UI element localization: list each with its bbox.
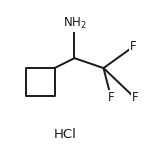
- Text: F: F: [132, 91, 138, 104]
- Text: F: F: [130, 40, 137, 53]
- Text: F: F: [108, 91, 115, 104]
- Text: HCl: HCl: [54, 128, 77, 141]
- Text: NH$_2$: NH$_2$: [62, 16, 86, 31]
